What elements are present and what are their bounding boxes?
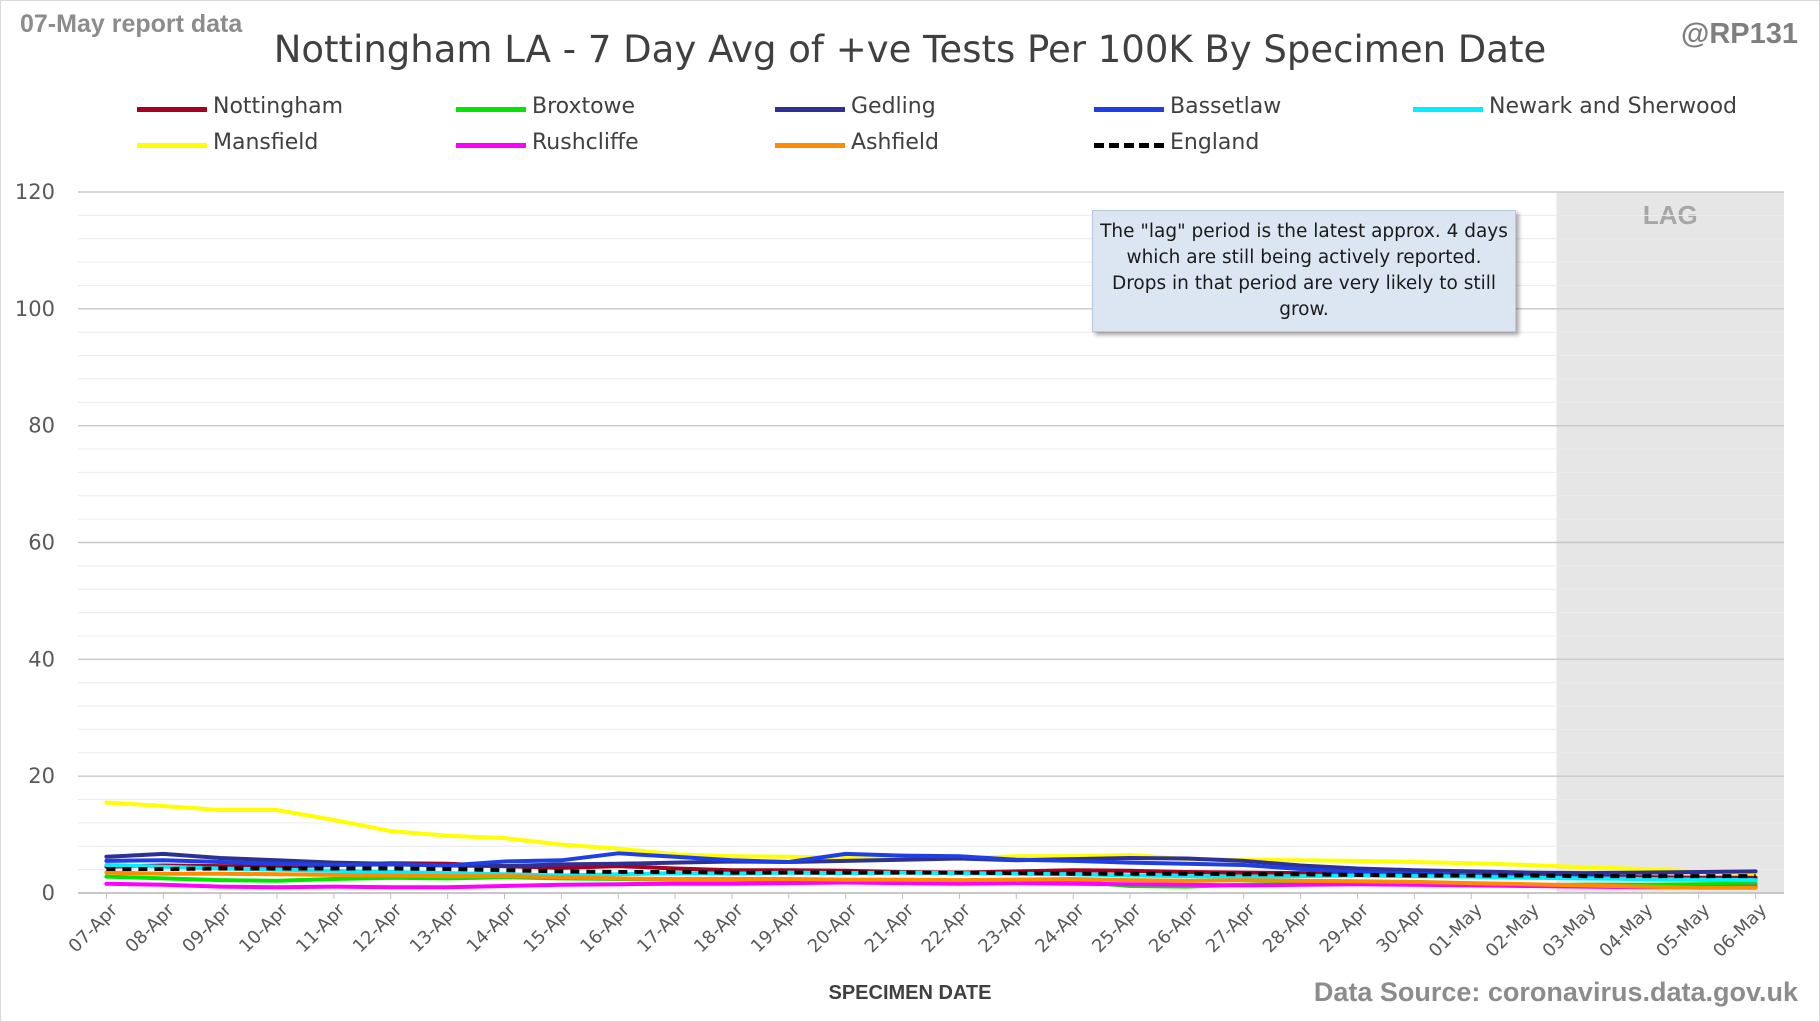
- y-tick-label: 60: [28, 531, 55, 555]
- legend-label-gedling: Gedling: [851, 94, 936, 119]
- legend-swatch-gedling: [775, 107, 845, 112]
- y-tick-label: 0: [42, 881, 55, 905]
- y-tick-label: 120: [15, 180, 55, 204]
- legend-swatch-rushcliffe: [456, 143, 526, 148]
- legend-label-england: England: [1170, 130, 1260, 155]
- series-line-ashfield: [104, 870, 1758, 890]
- report-date-label: 07-May report data: [20, 10, 243, 38]
- legend-swatch-ashfield: [775, 143, 845, 148]
- legend-label-mansfield: Mansfield: [213, 130, 319, 155]
- y-tick-label: 20: [28, 764, 55, 788]
- data-source-label: Data Source: coronavirus.data.gov.uk: [1313, 977, 1798, 1007]
- legend-swatch-broxtowe: [456, 107, 526, 112]
- legend-swatch-mansfield: [137, 143, 207, 148]
- lag-note-box: The "lag" period is the latest approx. 4…: [1092, 210, 1516, 332]
- y-tick-label: 40: [28, 647, 55, 671]
- legend-label-broxtowe: Broxtowe: [532, 94, 636, 119]
- chart-title: Nottingham LA - 7 Day Avg of +ve Tests P…: [273, 28, 1547, 71]
- legend-label-newark-and-sherwood: Newark and Sherwood: [1489, 94, 1737, 119]
- legend-label-nottingham: Nottingham: [213, 94, 344, 119]
- series-line-england: [106, 866, 1756, 879]
- legend-swatch-bassetlaw: [1094, 107, 1164, 112]
- legend-label-ashfield: Ashfield: [851, 130, 939, 155]
- author-handle: @RP131: [1681, 18, 1798, 50]
- legend-swatch-nottingham: [137, 107, 207, 112]
- x-axis-title: SPECIMEN DATE: [828, 982, 992, 1004]
- legend-swatch-newark-and-sherwood: [1413, 107, 1483, 112]
- legend-label-bassetlaw: Bassetlaw: [1170, 94, 1282, 119]
- y-tick-label: 100: [15, 297, 55, 321]
- legend-label-rushcliffe: Rushcliffe: [532, 130, 639, 155]
- y-tick-label: 80: [28, 414, 55, 438]
- legend-swatch-england: [1094, 143, 1164, 148]
- series-line-rushcliffe: [104, 880, 1758, 890]
